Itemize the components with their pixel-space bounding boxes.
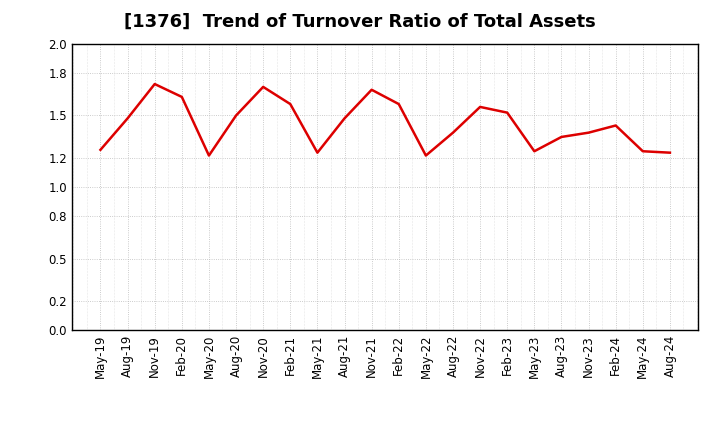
Text: [1376]  Trend of Turnover Ratio of Total Assets: [1376] Trend of Turnover Ratio of Total …	[124, 13, 596, 31]
